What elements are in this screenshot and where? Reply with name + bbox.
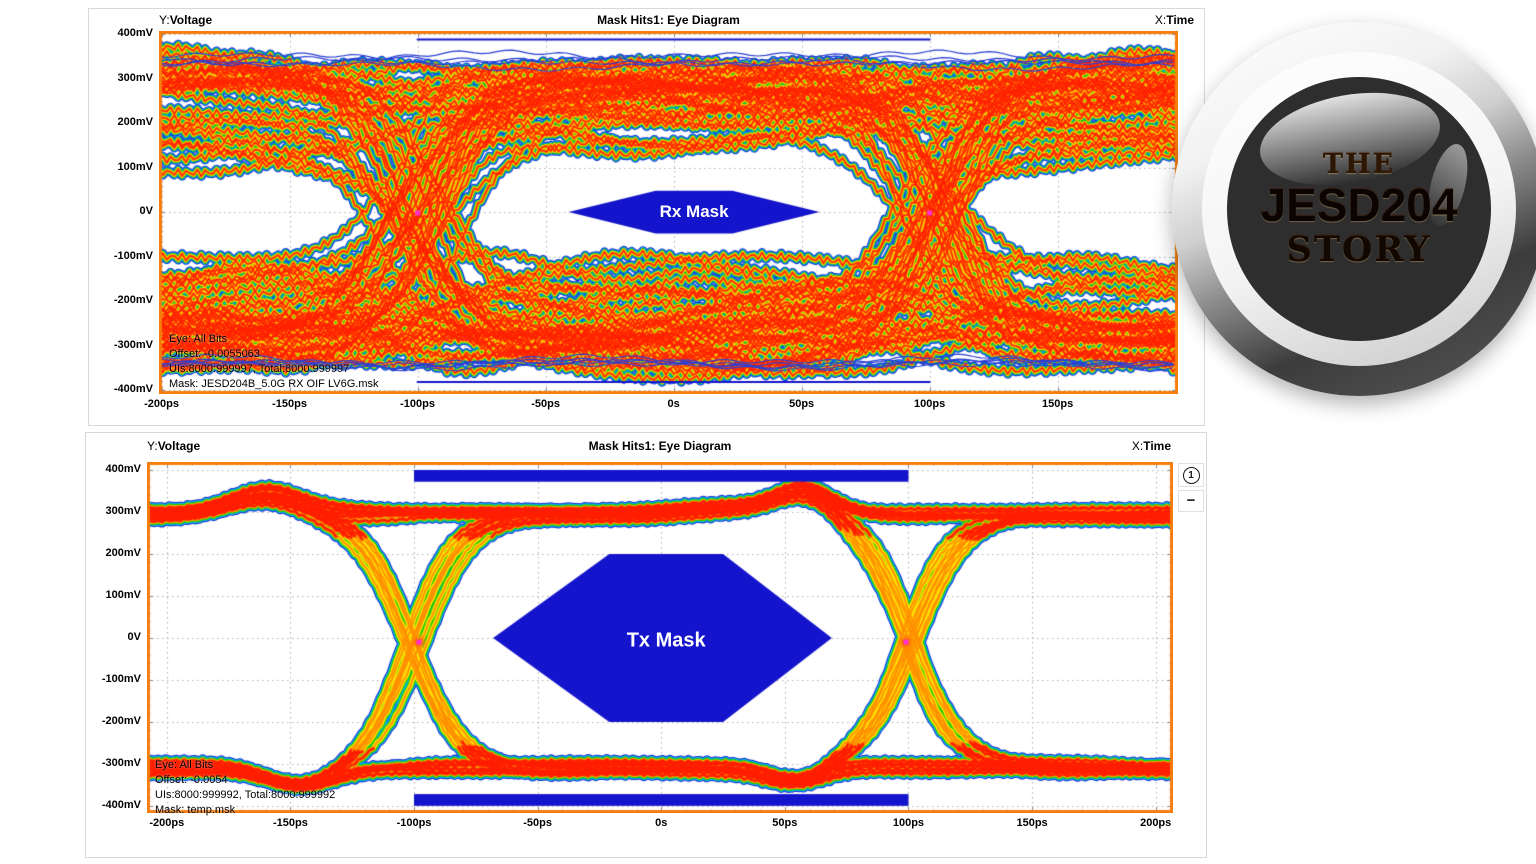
x-tick-label: 50ps — [789, 398, 815, 410]
y-tick-label: -300mV — [101, 756, 141, 769]
tx-eye-diagram-panel: Y:Voltage Mask Hits1: Eye Diagram X:Time… — [85, 432, 1207, 858]
plot-title: Mask Hits1: Eye Diagram — [588, 439, 732, 453]
y-axis-prefix: Y: — [159, 13, 170, 27]
x-tick-label: -100ps — [396, 817, 432, 829]
badge-orange-button: THE JESD204 STORY — [1231, 81, 1487, 337]
x-tick-label: -50ps — [523, 817, 552, 829]
y-tick-label: -400mV — [101, 798, 141, 811]
y-axis-title: Y:Voltage — [147, 439, 200, 453]
eye-source-line: Eye: All Bits — [155, 759, 214, 771]
rx-eye-diagram-panel: Y:Voltage Mask Hits1: Eye Diagram X:Time… — [88, 8, 1205, 426]
x-axis-name: Time — [1143, 439, 1171, 453]
y-axis-prefix: Y: — [147, 439, 158, 453]
y-tick-label: -400mV — [113, 382, 153, 395]
badge-text: THE JESD204 STORY — [1261, 149, 1458, 270]
jesd204-story-badge[interactable]: THE JESD204 STORY — [1172, 22, 1536, 396]
y-tick-label: -200mV — [101, 714, 141, 727]
minus-icon: − — [1186, 492, 1196, 509]
x-axis-title: X:Time — [1155, 13, 1194, 27]
y-tick-label: 400mV — [105, 462, 141, 475]
x-axis-prefix: X: — [1154, 13, 1167, 27]
plot-title: Mask Hits1: Eye Diagram — [597, 13, 740, 27]
y-axis-name: Voltage — [169, 13, 213, 27]
circled-one-icon: 1 — [1182, 466, 1200, 484]
y-tick-label: -100mV — [101, 672, 141, 685]
y-tick-label: 0V — [127, 630, 141, 643]
offset-line: Offset: -0.0055063 — [169, 348, 260, 360]
x-tick-label: -150ps — [272, 817, 308, 829]
y-tick-label: -200mV — [113, 294, 153, 307]
annotation-marker-button[interactable]: 1 — [1178, 463, 1204, 487]
tx-eye-diagram-canvas[interactable] — [147, 462, 1173, 813]
uis-total-line: UIs:8000:999992, Total:8000:999992 — [155, 789, 336, 801]
y-tick-label: 400mV — [117, 27, 153, 40]
x-tick-label: -50ps — [531, 398, 560, 410]
tx-mask-label: Tx Mask — [626, 629, 706, 652]
x-tick-label: 150ps — [1042, 398, 1074, 410]
rx-mask-label: Rx Mask — [659, 202, 729, 222]
x-axis-prefix: X: — [1131, 439, 1144, 453]
y-axis-title: Y:Voltage — [159, 13, 212, 27]
y-tick-label: 300mV — [117, 71, 153, 84]
y-tick-label: 200mV — [105, 546, 141, 559]
badge-line-the: THE — [1322, 148, 1396, 180]
x-tick-label: 150ps — [1016, 817, 1048, 829]
y-tick-label: 100mV — [105, 588, 141, 601]
x-tick-label: -150ps — [272, 398, 307, 410]
offset-line: Offset: -0.0054 — [155, 774, 228, 786]
y-tick-label: 100mV — [117, 160, 153, 173]
mask-file-line: Mask: temp.msk — [155, 804, 236, 816]
mask-file-line: Mask: JESD204B_5.0G RX OIF LV6G.msk — [169, 378, 379, 390]
x-tick-label: -200ps — [149, 817, 185, 829]
x-tick-label: 200ps — [1140, 817, 1172, 829]
x-tick-label: 0s — [655, 817, 668, 829]
x-axis-title: X:Time — [1132, 439, 1171, 453]
badge-line-jesd204: JESD204 — [1260, 178, 1458, 231]
x-axis-name: Time — [1166, 13, 1194, 27]
badge-line-story: STORY — [1286, 228, 1432, 270]
y-tick-label: 0V — [139, 205, 153, 218]
y-tick-label: -100mV — [113, 249, 153, 262]
rx-eye-diagram-canvas[interactable] — [159, 31, 1178, 394]
y-tick-label: 200mV — [117, 116, 153, 129]
x-tick-label: 50ps — [772, 817, 798, 829]
y-tick-label: 300mV — [105, 504, 141, 517]
y-axis-name: Voltage — [157, 439, 201, 453]
rx-measurement-readout: Eye: All Bits Offset: -0.0055063 UIs:800… — [169, 332, 378, 392]
y-tick-label: -300mV — [113, 338, 153, 351]
eye-source-line: Eye: All Bits — [169, 333, 228, 345]
x-tick-label: 0s — [667, 398, 680, 410]
collapse-button[interactable]: − — [1178, 490, 1204, 512]
uis-total-line: UIs:8000:999997, Total:8000:999997 — [169, 363, 350, 375]
x-tick-label: 100ps — [914, 398, 946, 410]
x-tick-label: -200ps — [144, 398, 179, 410]
tx-measurement-readout: Eye: All Bits Offset: -0.0054 UIs:8000:9… — [155, 758, 335, 818]
x-tick-label: -100ps — [400, 398, 435, 410]
x-tick-label: 100ps — [892, 817, 925, 829]
